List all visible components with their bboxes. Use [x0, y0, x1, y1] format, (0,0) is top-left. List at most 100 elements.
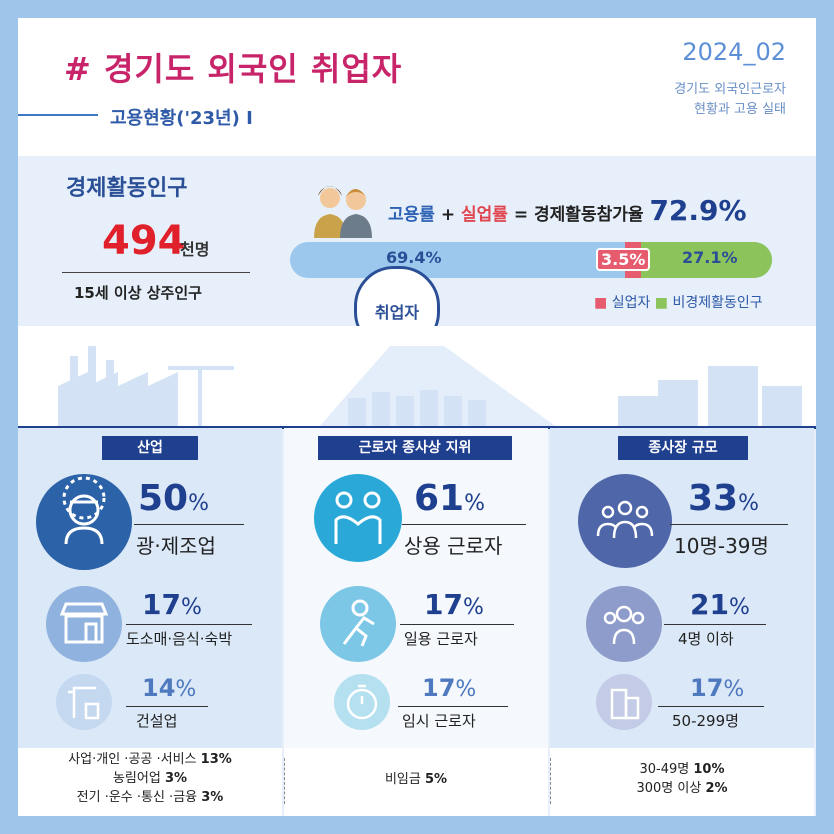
size-other-1: 30-49명 10% — [550, 760, 814, 779]
formula-participation: 경제활동참가율 — [534, 205, 644, 225]
size-2-value: 21% — [690, 588, 750, 621]
building-icon — [596, 674, 652, 730]
size-3-label: 50-299명 — [672, 712, 739, 730]
issue-number: 2024_02 — [682, 38, 786, 66]
status-1-value: 61% — [414, 478, 485, 519]
formula-participation-value: 72.9% — [649, 194, 747, 227]
industry-2-pct: % — [180, 595, 202, 620]
participation-formula: 고용률 + 실업률 = 경제활동참가율 72.9% — [388, 194, 747, 227]
city-scene — [18, 326, 816, 428]
industry-3-rule — [126, 706, 208, 707]
participation-bar — [290, 242, 772, 278]
factory-worker-icon — [36, 474, 132, 570]
eap-divider — [62, 272, 250, 273]
storefront-icon — [46, 586, 122, 662]
size-1-number: 33 — [688, 478, 739, 519]
status-others — [284, 748, 548, 816]
size-1-pct: % — [738, 491, 760, 516]
size-2-number: 21 — [690, 588, 729, 621]
bar-segment-inactive — [641, 242, 772, 278]
eap-description: 15세 이상 상주인구 — [74, 284, 202, 302]
size-other-1-label: 30-49명 — [639, 762, 690, 777]
industry-other-3-value: 3% — [201, 790, 224, 805]
size-3-rule — [658, 706, 764, 707]
industry-2-label: 도소매·음식·숙박 — [126, 630, 233, 648]
industry-2-number: 17 — [142, 588, 181, 621]
legend-inactive-swatch: ■ — [654, 295, 669, 311]
size-1-label: 10명-39명 — [674, 534, 769, 558]
industry-3-pct: % — [175, 677, 197, 702]
eap-value: 494 — [102, 218, 186, 264]
formula-unemployment: 실업률 — [461, 205, 508, 225]
size-3-number: 17 — [690, 674, 724, 702]
industry-other-2: 농림어업 3% — [18, 769, 282, 788]
status-header: 근로자 종사상 지위 — [318, 436, 512, 460]
size-other-1-value: 10% — [693, 762, 725, 777]
industry-2-rule — [126, 624, 252, 625]
footer-divider-2 — [550, 758, 551, 804]
size-other-2-label: 300명 이상 — [636, 781, 702, 796]
bar-label-inactive: 27.1% — [682, 248, 738, 267]
status-1-number: 61 — [414, 478, 465, 519]
size-3-pct: % — [723, 677, 745, 702]
status-2-number: 17 — [424, 588, 463, 621]
workers-icon — [314, 186, 372, 238]
industry-others — [18, 748, 282, 816]
series-description: 경기도 외국인근로자 현황과 고용 실태 — [674, 80, 786, 120]
industry-1-pct: % — [188, 491, 210, 516]
industry-1-value: 50% — [138, 478, 209, 519]
size-others — [550, 748, 814, 816]
bar-label-employed: 69.4% — [386, 248, 442, 267]
industry-3-label: 건설업 — [136, 712, 178, 730]
status-other-1-label: 비임금 — [384, 772, 421, 787]
legend-unemployed: 실업자 — [611, 295, 651, 311]
size-other-2-value: 2% — [705, 781, 728, 796]
status-others-list: 비임금 5% — [284, 770, 548, 789]
legend-inactive: 비경제활동인구 — [672, 295, 763, 311]
industry-other-1: 사업·개인 ·공공 ·서비스 13% — [18, 750, 282, 769]
status-3-label: 임시 근로자 — [402, 712, 476, 730]
stopwatch-icon — [334, 674, 390, 730]
size-2-label: 4명 이하 — [678, 630, 734, 648]
industry-other-3: 전기 ·운수 ·통신 ·금융 3% — [18, 788, 282, 807]
formula-employment: 고용률 — [388, 205, 435, 225]
industry-other-1-value: 13% — [200, 752, 232, 767]
status-other-1: 비임금 5% — [284, 770, 548, 789]
status-other-1-value: 5% — [424, 772, 448, 787]
status-3-number: 17 — [422, 674, 456, 702]
industry-other-2-value: 3% — [164, 771, 188, 786]
bar-legend: ■ 실업자 ■ 비경제활동인구 — [594, 292, 763, 312]
industry-3-number: 14 — [142, 674, 176, 702]
infographic: # 경기도 외국인 취업자 고용현황('23년) I 2024_02 경기도 외… — [18, 18, 816, 816]
size-1-rule — [670, 524, 788, 525]
status-2-rule — [400, 624, 514, 625]
series-desc-line1: 경기도 외국인근로자 — [674, 82, 786, 97]
runner-icon — [320, 586, 396, 662]
industry-1-label: 광·제조업 — [136, 534, 216, 558]
size-column — [550, 428, 814, 748]
size-other-2: 300명 이상 2% — [550, 779, 814, 798]
eap-unit: 천명 — [180, 240, 210, 259]
industry-1-rule — [134, 524, 244, 525]
status-1-rule — [402, 524, 526, 525]
industry-other-3-label: 전기 ·운수 ·통신 ·금융 — [76, 790, 198, 805]
industry-1-number: 50 — [138, 478, 189, 519]
bar-label-unemployed: 3.5% — [596, 248, 651, 271]
status-column — [284, 428, 548, 748]
group-large-icon — [578, 474, 672, 568]
status-1-pct: % — [464, 491, 486, 516]
legend-unemployed-swatch: ■ — [594, 295, 608, 311]
size-1-value: 33% — [688, 478, 759, 519]
status-2-value: 17% — [424, 588, 484, 621]
status-3-value: 17% — [422, 674, 476, 702]
status-1-label: 상용 근로자 — [404, 534, 503, 558]
employed-badge-label: 취업자 — [374, 303, 420, 322]
formula-equals: = — [513, 205, 529, 225]
industry-other-2-label: 농림어업 — [112, 771, 161, 786]
status-2-label: 일용 근로자 — [404, 630, 478, 648]
formula-plus: + — [440, 205, 456, 225]
series-desc-line2: 현황과 고용 실태 — [694, 102, 786, 117]
status-3-rule — [398, 706, 508, 707]
industry-others-list: 사업·개인 ·공공 ·서비스 13% 농림어업 3% 전기 ·운수 ·통신 ·금… — [18, 750, 282, 807]
